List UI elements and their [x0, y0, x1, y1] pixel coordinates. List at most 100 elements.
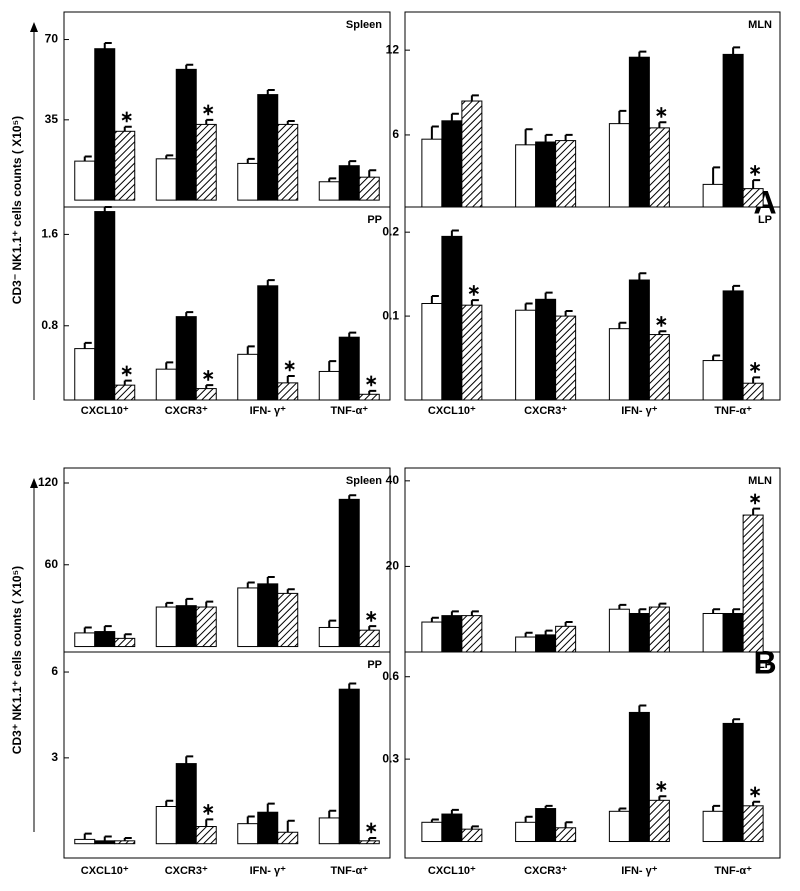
bar: [555, 315, 577, 401]
bar: [515, 144, 537, 208]
bar: [318, 181, 340, 201]
bar: [175, 605, 197, 648]
error-bar: [205, 118, 214, 125]
bar: [628, 279, 650, 401]
panel-title: MLN: [748, 475, 772, 487]
error-bar: [638, 704, 647, 713]
error-bar: [348, 160, 357, 166]
error-bar: [732, 284, 741, 291]
error-bar: [618, 603, 627, 610]
x-tick-label: IFN- γ⁺: [250, 405, 287, 417]
y-tick-label: 40: [386, 473, 400, 487]
error-bar: [544, 133, 553, 142]
error-bar: [103, 625, 112, 632]
error-bar: [368, 389, 377, 395]
significance-mark: ∗: [748, 162, 761, 179]
bar: [535, 634, 557, 653]
x-tick-label: IFN- γ⁺: [621, 405, 658, 417]
bar: [114, 384, 136, 401]
error-bar: [286, 119, 295, 125]
significance-mark: ∗: [120, 109, 133, 126]
bar: [277, 382, 299, 401]
bar: [742, 514, 764, 653]
error-bar: [564, 821, 573, 828]
significance-mark: ∗: [365, 820, 378, 837]
error-bar: [732, 608, 741, 614]
error-bar: [752, 376, 761, 384]
y-tick-label: 0.6: [382, 669, 399, 683]
error-bar: [368, 169, 377, 178]
bar: [461, 615, 483, 653]
y-tick-label: 35: [45, 112, 59, 126]
error-bar: [266, 576, 275, 584]
bar: [175, 316, 197, 401]
error-bar: [712, 354, 721, 361]
x-tick-label: CXCL10⁺: [81, 405, 129, 417]
bar: [94, 211, 116, 401]
error-bar: [185, 311, 194, 317]
x-tick-label: TNF-α⁺: [714, 405, 752, 417]
significance-mark: ∗: [467, 282, 480, 299]
bar: [742, 382, 764, 401]
error-bar: [328, 619, 337, 628]
panel-title: PP: [367, 659, 382, 671]
bar: [237, 353, 259, 401]
significance-mark: ∗: [365, 608, 378, 625]
error-bar: [266, 279, 275, 286]
x-tick-label: CXCL10⁺: [428, 865, 476, 877]
bar: [648, 606, 670, 653]
bar: [318, 817, 340, 845]
x-tick-label: CXCL10⁺: [81, 865, 129, 877]
plot-frame: [63, 651, 391, 859]
x-tick-label: TNF-α⁺: [330, 865, 368, 877]
error-bar: [103, 206, 112, 212]
bar: [358, 393, 380, 401]
bar: [535, 808, 557, 843]
bar: [155, 368, 177, 401]
bar: [257, 583, 279, 648]
error-bar: [103, 41, 112, 49]
error-bar: [83, 155, 92, 162]
significance-mark: ∗: [202, 367, 215, 384]
error-bar: [430, 818, 439, 823]
bar: [742, 188, 764, 208]
significance-mark: ∗: [202, 102, 215, 119]
x-tick-label: TNF-α⁺: [330, 405, 368, 417]
y-tick-label: 60: [45, 557, 59, 571]
error-bar: [205, 600, 214, 608]
bar: [608, 123, 630, 208]
bar: [74, 838, 96, 845]
arrow-head: [30, 478, 38, 488]
bar: [277, 592, 299, 648]
bar: [358, 176, 380, 201]
bar: [257, 285, 279, 401]
error-bar: [544, 804, 553, 809]
bar: [74, 348, 96, 401]
bar: [195, 826, 217, 845]
error-bar: [712, 166, 721, 185]
bar: [608, 328, 630, 401]
y-tick-label: 0.8: [41, 318, 58, 332]
significance-mark: ∗: [120, 363, 133, 380]
bar: [114, 637, 136, 648]
bar: [195, 123, 217, 201]
bar: [628, 711, 650, 843]
error-bar: [524, 631, 533, 638]
error-bar: [430, 294, 439, 304]
bar: [237, 162, 259, 201]
error-bar: [732, 718, 741, 724]
error-bar: [348, 331, 357, 338]
x-tick-label: CXCR3⁺: [165, 865, 208, 877]
y-tick-label: 70: [45, 32, 59, 46]
significance-mark: ∗: [202, 802, 215, 819]
bar: [702, 183, 724, 208]
bar: [555, 140, 577, 208]
error-bar: [205, 384, 214, 389]
bar: [722, 612, 744, 653]
error-bar: [185, 63, 194, 70]
error-bar: [544, 629, 553, 635]
error-bar: [752, 800, 761, 806]
bar: [94, 840, 116, 845]
panel-title: Spleen: [346, 19, 382, 31]
